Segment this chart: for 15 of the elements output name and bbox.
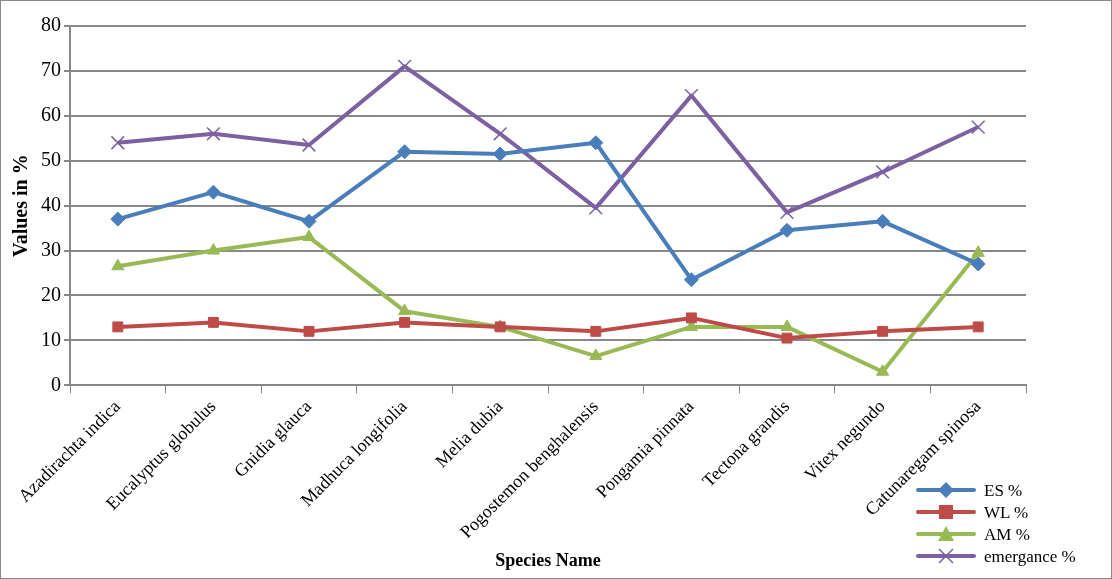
legend-label: ES %: [984, 479, 1023, 501]
y-tick-label: 40: [41, 192, 61, 215]
legend-label: emergance %: [984, 545, 1076, 567]
y-tick-label: 30: [41, 237, 61, 260]
legend-label: WL %: [984, 501, 1029, 523]
y-tick-label: 70: [41, 58, 61, 81]
y-tick-label: 10: [41, 327, 61, 350]
legend-label: AM %: [984, 523, 1030, 545]
y-tick-label: 20: [41, 282, 61, 305]
y-tick-label: 0: [51, 372, 61, 395]
y-tick-label: 80: [41, 13, 61, 36]
y-axis-title: Values in %: [9, 154, 32, 257]
x-axis-title: Species Name: [495, 549, 601, 570]
y-tick-label: 60: [41, 103, 61, 126]
y-tick-label: 50: [41, 147, 61, 170]
